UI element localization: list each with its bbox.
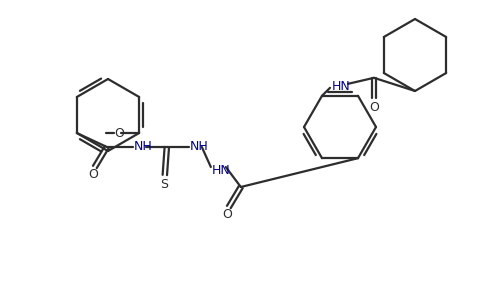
Text: NH: NH	[189, 140, 208, 153]
Text: NH: NH	[134, 140, 152, 153]
Text: O: O	[221, 208, 231, 221]
Text: HN: HN	[212, 164, 230, 177]
Text: O: O	[114, 127, 124, 140]
Text: HN: HN	[332, 80, 350, 93]
Text: O: O	[88, 168, 98, 181]
Text: O: O	[368, 101, 378, 114]
Text: S: S	[160, 177, 167, 190]
